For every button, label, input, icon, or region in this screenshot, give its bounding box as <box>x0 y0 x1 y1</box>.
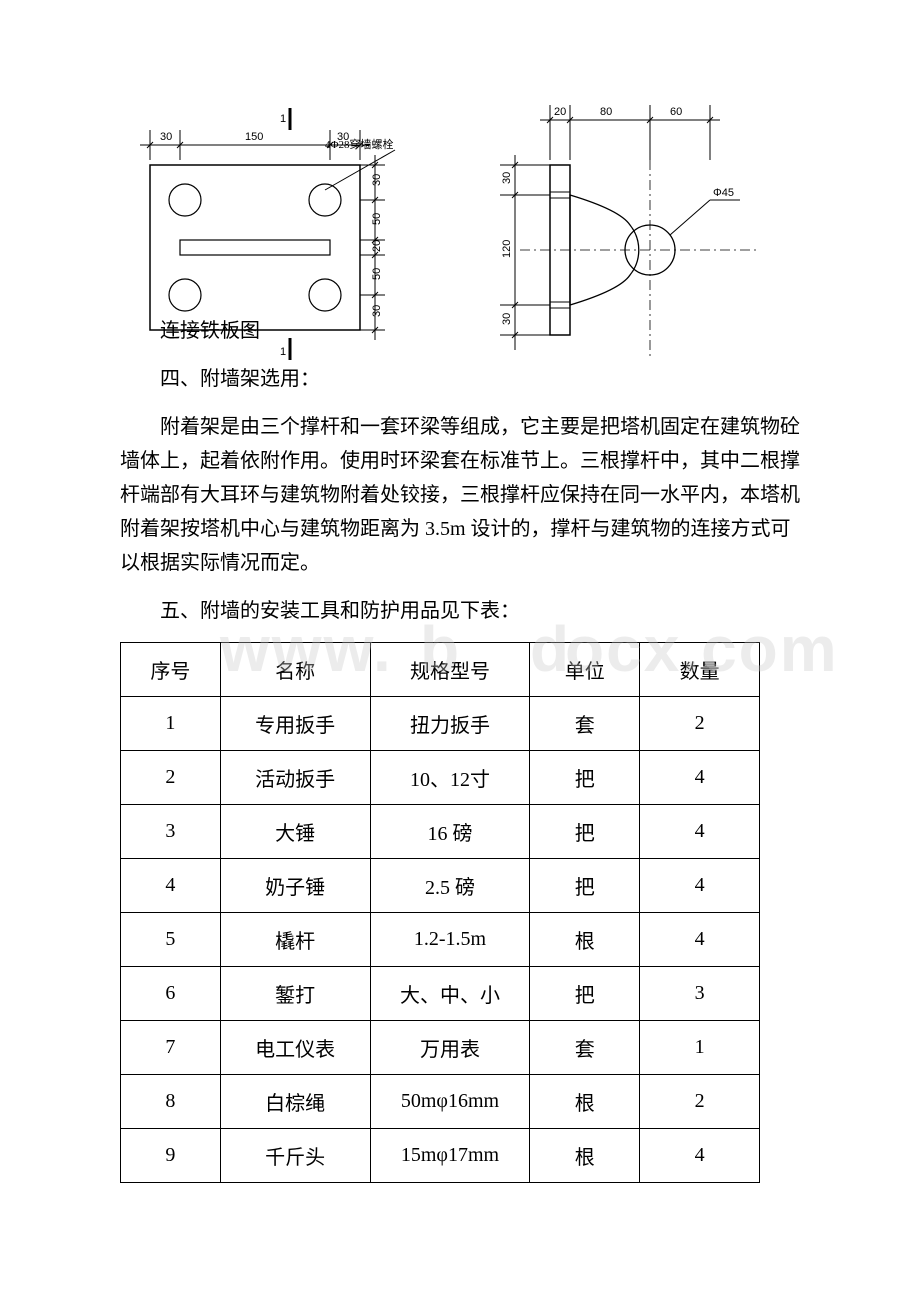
table-row: 6 錾打 大、中、小 把 3 <box>121 967 760 1021</box>
cell-name: 大锤 <box>220 805 370 859</box>
dim-pin-dia: Φ45 <box>713 187 734 199</box>
section-mark-bot: 1 <box>280 346 286 358</box>
dim-right-60: 60 <box>670 106 682 118</box>
cell-qty: 4 <box>640 913 760 967</box>
th-name: 名称 <box>220 643 370 697</box>
cell-unit: 把 <box>530 859 640 913</box>
cell-name: 橇杆 <box>220 913 370 967</box>
cell-qty: 3 <box>640 967 760 1021</box>
dim-rv-120: 120 <box>501 240 513 258</box>
dim-r-20: 20 <box>371 240 383 252</box>
cell-name: 千斤头 <box>220 1129 370 1183</box>
cell-spec: 扭力扳手 <box>370 697 530 751</box>
cell-seq: 8 <box>121 1075 221 1129</box>
bolt-note: 4Φ28穿墙螺栓 <box>325 137 394 151</box>
th-qty: 数量 <box>640 643 760 697</box>
dim-left-30a: 30 <box>160 131 172 143</box>
cell-seq: 9 <box>121 1129 221 1183</box>
cell-seq: 6 <box>121 967 221 1021</box>
dim-rv-30b: 30 <box>501 313 513 325</box>
cell-unit: 根 <box>530 1075 640 1129</box>
cell-name: 专用扳手 <box>220 697 370 751</box>
cell-name: 活动扳手 <box>220 751 370 805</box>
cell-unit: 套 <box>530 697 640 751</box>
dim-r-50a: 50 <box>371 213 383 225</box>
cell-spec: 大、中、小 <box>370 967 530 1021</box>
table-row: 5 橇杆 1.2-1.5m 根 4 <box>121 913 760 967</box>
table-row: 9 千斤头 15mφ17mm 根 4 <box>121 1129 760 1183</box>
cell-qty: 4 <box>640 751 760 805</box>
cell-spec: 2.5 磅 <box>370 859 530 913</box>
cell-unit: 根 <box>530 1129 640 1183</box>
section4-body: 附着架是由三个撑杆和一套环梁等组成，它主要是把塔机固定在建筑物砼墙体上，起着依附… <box>120 410 800 580</box>
cell-seq: 5 <box>121 913 221 967</box>
dim-r-30a: 30 <box>371 174 383 186</box>
cell-spec: 万用表 <box>370 1021 530 1075</box>
cell-name: 奶子锤 <box>220 859 370 913</box>
cell-seq: 7 <box>121 1021 221 1075</box>
cell-spec: 16 磅 <box>370 805 530 859</box>
diagram-left-plate: 30 150 30 1 4Φ28穿墙螺栓 <box>130 100 400 380</box>
cell-name: 白棕绳 <box>220 1075 370 1129</box>
cell-spec: 1.2-1.5m <box>370 913 530 967</box>
table-row: 8 白棕绳 50mφ16mm 根 2 <box>121 1075 760 1129</box>
cell-spec: 50mφ16mm <box>370 1075 530 1129</box>
cell-qty: 4 <box>640 805 760 859</box>
diagram-right-bracket: 20 80 60 Φ45 <box>470 100 770 380</box>
cell-unit: 套 <box>530 1021 640 1075</box>
cell-name: 电工仪表 <box>220 1021 370 1075</box>
cell-qty: 1 <box>640 1021 760 1075</box>
cell-spec: 15mφ17mm <box>370 1129 530 1183</box>
dim-r-30b: 30 <box>371 305 383 317</box>
cell-qty: 2 <box>640 1075 760 1129</box>
cell-qty: 4 <box>640 859 760 913</box>
cell-name: 錾打 <box>220 967 370 1021</box>
dim-right-20: 20 <box>554 106 566 118</box>
th-seq: 序号 <box>121 643 221 697</box>
table-row: 2 活动扳手 10、12寸 把 4 <box>121 751 760 805</box>
cell-qty: 2 <box>640 697 760 751</box>
tools-table: 序号 名称 规格型号 单位 数量 1 专用扳手 扭力扳手 套 2 2 活动扳手 <box>120 642 760 1183</box>
dim-left-150: 150 <box>245 131 263 143</box>
cell-unit: 把 <box>530 751 640 805</box>
section-mark-top: 1 <box>280 113 286 125</box>
cell-unit: 把 <box>530 967 640 1021</box>
dim-right-80: 80 <box>600 106 612 118</box>
section5-heading: 五、附墙的安装工具和防护用品见下表： <box>120 594 800 628</box>
table-body: 1 专用扳手 扭力扳手 套 2 2 活动扳手 10、12寸 把 4 3 大锤 1… <box>121 697 760 1183</box>
diagram-area: 30 150 30 1 4Φ28穿墙螺栓 <box>0 0 920 300</box>
table-row: 1 专用扳手 扭力扳手 套 2 <box>121 697 760 751</box>
cell-unit: 根 <box>530 913 640 967</box>
cell-seq: 4 <box>121 859 221 913</box>
th-unit: 单位 <box>530 643 640 697</box>
cell-seq: 3 <box>121 805 221 859</box>
table-row: 7 电工仪表 万用表 套 1 <box>121 1021 760 1075</box>
table-row: 4 奶子锤 2.5 磅 把 4 <box>121 859 760 913</box>
dim-r-50b: 50 <box>371 268 383 280</box>
cell-seq: 2 <box>121 751 221 805</box>
cell-qty: 4 <box>640 1129 760 1183</box>
th-spec: 规格型号 <box>370 643 530 697</box>
table-header-row: 序号 名称 规格型号 单位 数量 <box>121 643 760 697</box>
dim-rv-30a: 30 <box>501 172 513 184</box>
table-row: 3 大锤 16 磅 把 4 <box>121 805 760 859</box>
cell-seq: 1 <box>121 697 221 751</box>
cell-unit: 把 <box>530 805 640 859</box>
cell-spec: 10、12寸 <box>370 751 530 805</box>
